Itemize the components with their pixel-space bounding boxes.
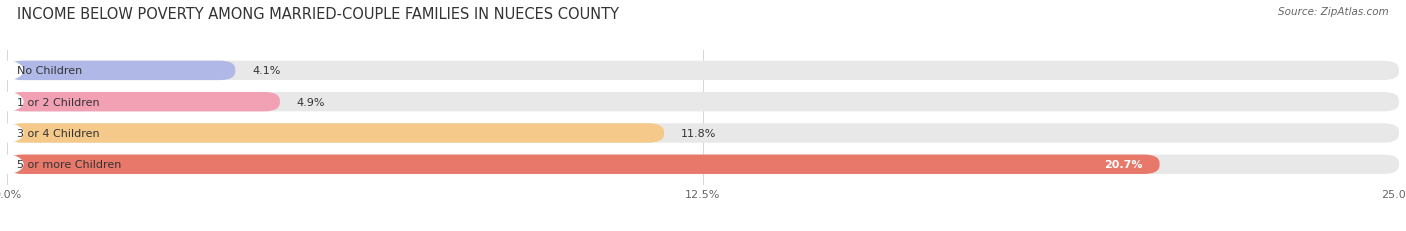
Text: 20.7%: 20.7% bbox=[1104, 160, 1143, 170]
Text: 3 or 4 Children: 3 or 4 Children bbox=[17, 128, 100, 138]
Text: 11.8%: 11.8% bbox=[681, 128, 716, 138]
Text: Source: ZipAtlas.com: Source: ZipAtlas.com bbox=[1278, 7, 1389, 17]
FancyBboxPatch shape bbox=[7, 124, 664, 143]
FancyBboxPatch shape bbox=[7, 124, 1399, 143]
Circle shape bbox=[0, 62, 22, 80]
Circle shape bbox=[0, 93, 22, 111]
Text: No Children: No Children bbox=[17, 66, 83, 76]
Text: 4.1%: 4.1% bbox=[252, 66, 280, 76]
FancyBboxPatch shape bbox=[7, 93, 1399, 112]
FancyBboxPatch shape bbox=[7, 93, 280, 112]
Circle shape bbox=[0, 125, 22, 142]
Circle shape bbox=[0, 156, 22, 173]
Text: 5 or more Children: 5 or more Children bbox=[17, 160, 121, 170]
FancyBboxPatch shape bbox=[7, 61, 1399, 81]
Text: 4.9%: 4.9% bbox=[297, 97, 325, 107]
FancyBboxPatch shape bbox=[7, 61, 235, 81]
FancyBboxPatch shape bbox=[7, 155, 1160, 174]
FancyBboxPatch shape bbox=[7, 155, 1399, 174]
Text: INCOME BELOW POVERTY AMONG MARRIED-COUPLE FAMILIES IN NUECES COUNTY: INCOME BELOW POVERTY AMONG MARRIED-COUPL… bbox=[17, 7, 619, 22]
Text: 1 or 2 Children: 1 or 2 Children bbox=[17, 97, 100, 107]
